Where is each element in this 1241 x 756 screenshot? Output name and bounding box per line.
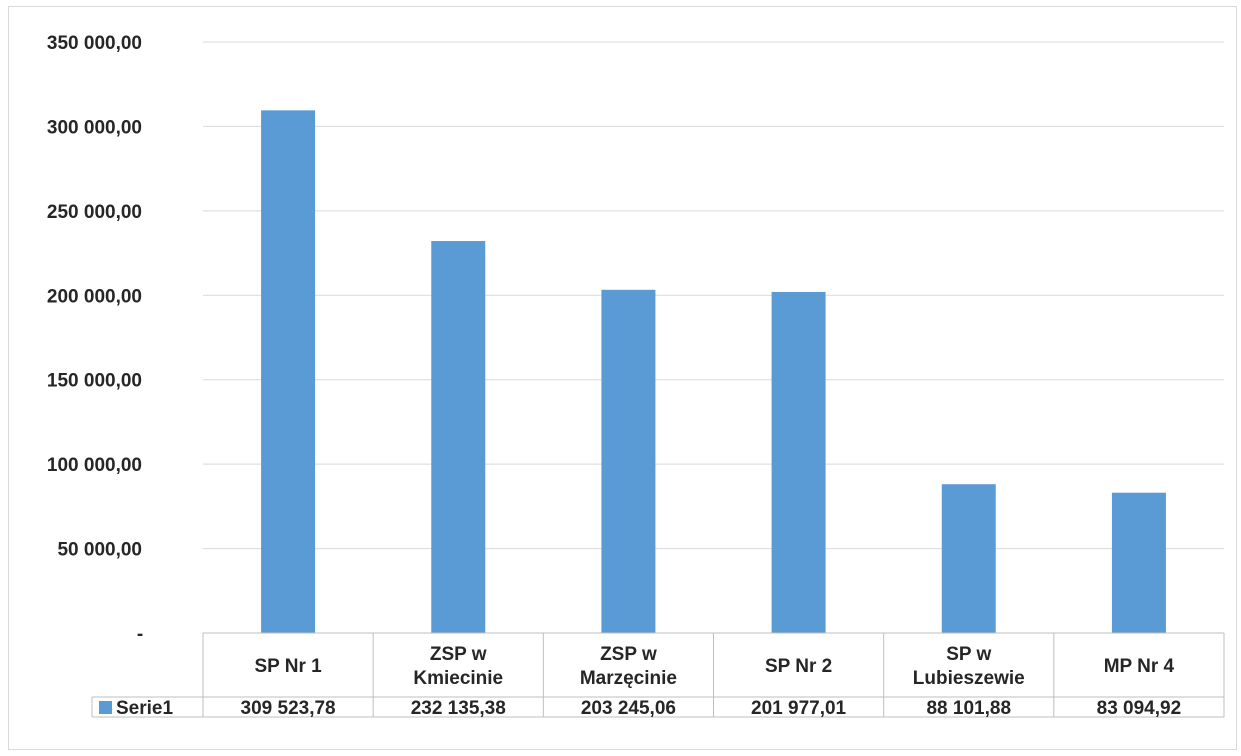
bar [1111, 492, 1166, 633]
data-table-value: 203 245,06 [581, 698, 676, 719]
x-category-label: SP w Lubieszewie [913, 644, 1025, 689]
bar [941, 484, 996, 633]
y-tick-label: 150 000,00 [47, 371, 142, 392]
x-category-label: ZSP w Kmiecinie [413, 644, 503, 689]
legend-series-name: Serie1 [116, 698, 173, 719]
y-tick-label: - [137, 624, 143, 645]
bar [261, 110, 316, 633]
bar [601, 289, 656, 633]
data-table-value: 309 523,78 [241, 698, 336, 719]
x-category-label: SP Nr 2 [765, 656, 832, 677]
data-table-value: 232 135,38 [411, 698, 506, 719]
bar [431, 241, 486, 633]
x-category-label: ZSP w Marzęcinie [580, 644, 677, 689]
x-category-label: SP Nr 1 [254, 656, 322, 677]
legend-key [99, 701, 112, 714]
y-tick-label: 100 000,00 [47, 455, 142, 476]
y-tick-label: 250 000,00 [47, 202, 142, 223]
bar [771, 291, 826, 633]
data-table-value: 83 094,92 [1097, 698, 1182, 719]
y-tick-label: 300 000,00 [47, 117, 142, 138]
y-tick-label: 50 000,00 [57, 540, 142, 561]
y-tick-label: 200 000,00 [47, 286, 142, 307]
x-category-label: MP Nr 4 [1104, 656, 1175, 677]
data-table-value: 88 101,88 [926, 698, 1011, 719]
y-tick-label: 350 000,00 [47, 33, 142, 54]
data-table-value: 201 977,01 [751, 698, 847, 719]
